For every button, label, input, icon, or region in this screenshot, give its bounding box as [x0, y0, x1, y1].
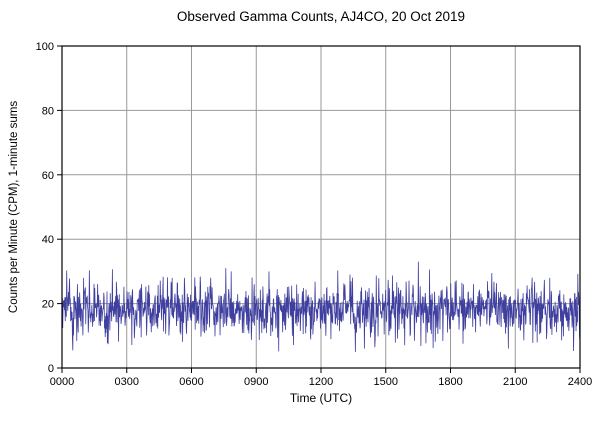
- x-tick-label: 2400: [568, 376, 592, 388]
- y-tick-label: 40: [42, 234, 54, 246]
- x-tick-label: 1500: [374, 376, 398, 388]
- x-tick-label: 1200: [309, 376, 333, 388]
- x-tick-label: 2100: [503, 376, 527, 388]
- x-axis-title: Time (UTC): [289, 391, 353, 405]
- y-tick-label: 60: [42, 170, 54, 182]
- chart-title: Observed Gamma Counts, AJ4CO, 20 Oct 201…: [176, 9, 466, 24]
- y-tick-label: 80: [42, 105, 54, 117]
- data-series-line: [61, 261, 581, 352]
- y-tick-label: 0: [48, 363, 54, 375]
- y-tick-label: 20: [42, 299, 54, 311]
- x-tick-label: 0600: [179, 376, 203, 388]
- y-tick-label: 100: [36, 41, 54, 53]
- x-tick-label: 0000: [50, 376, 74, 388]
- x-tick-label: 0900: [244, 376, 268, 388]
- x-tick-label: 0300: [115, 376, 139, 388]
- x-tick-label: 1800: [438, 376, 462, 388]
